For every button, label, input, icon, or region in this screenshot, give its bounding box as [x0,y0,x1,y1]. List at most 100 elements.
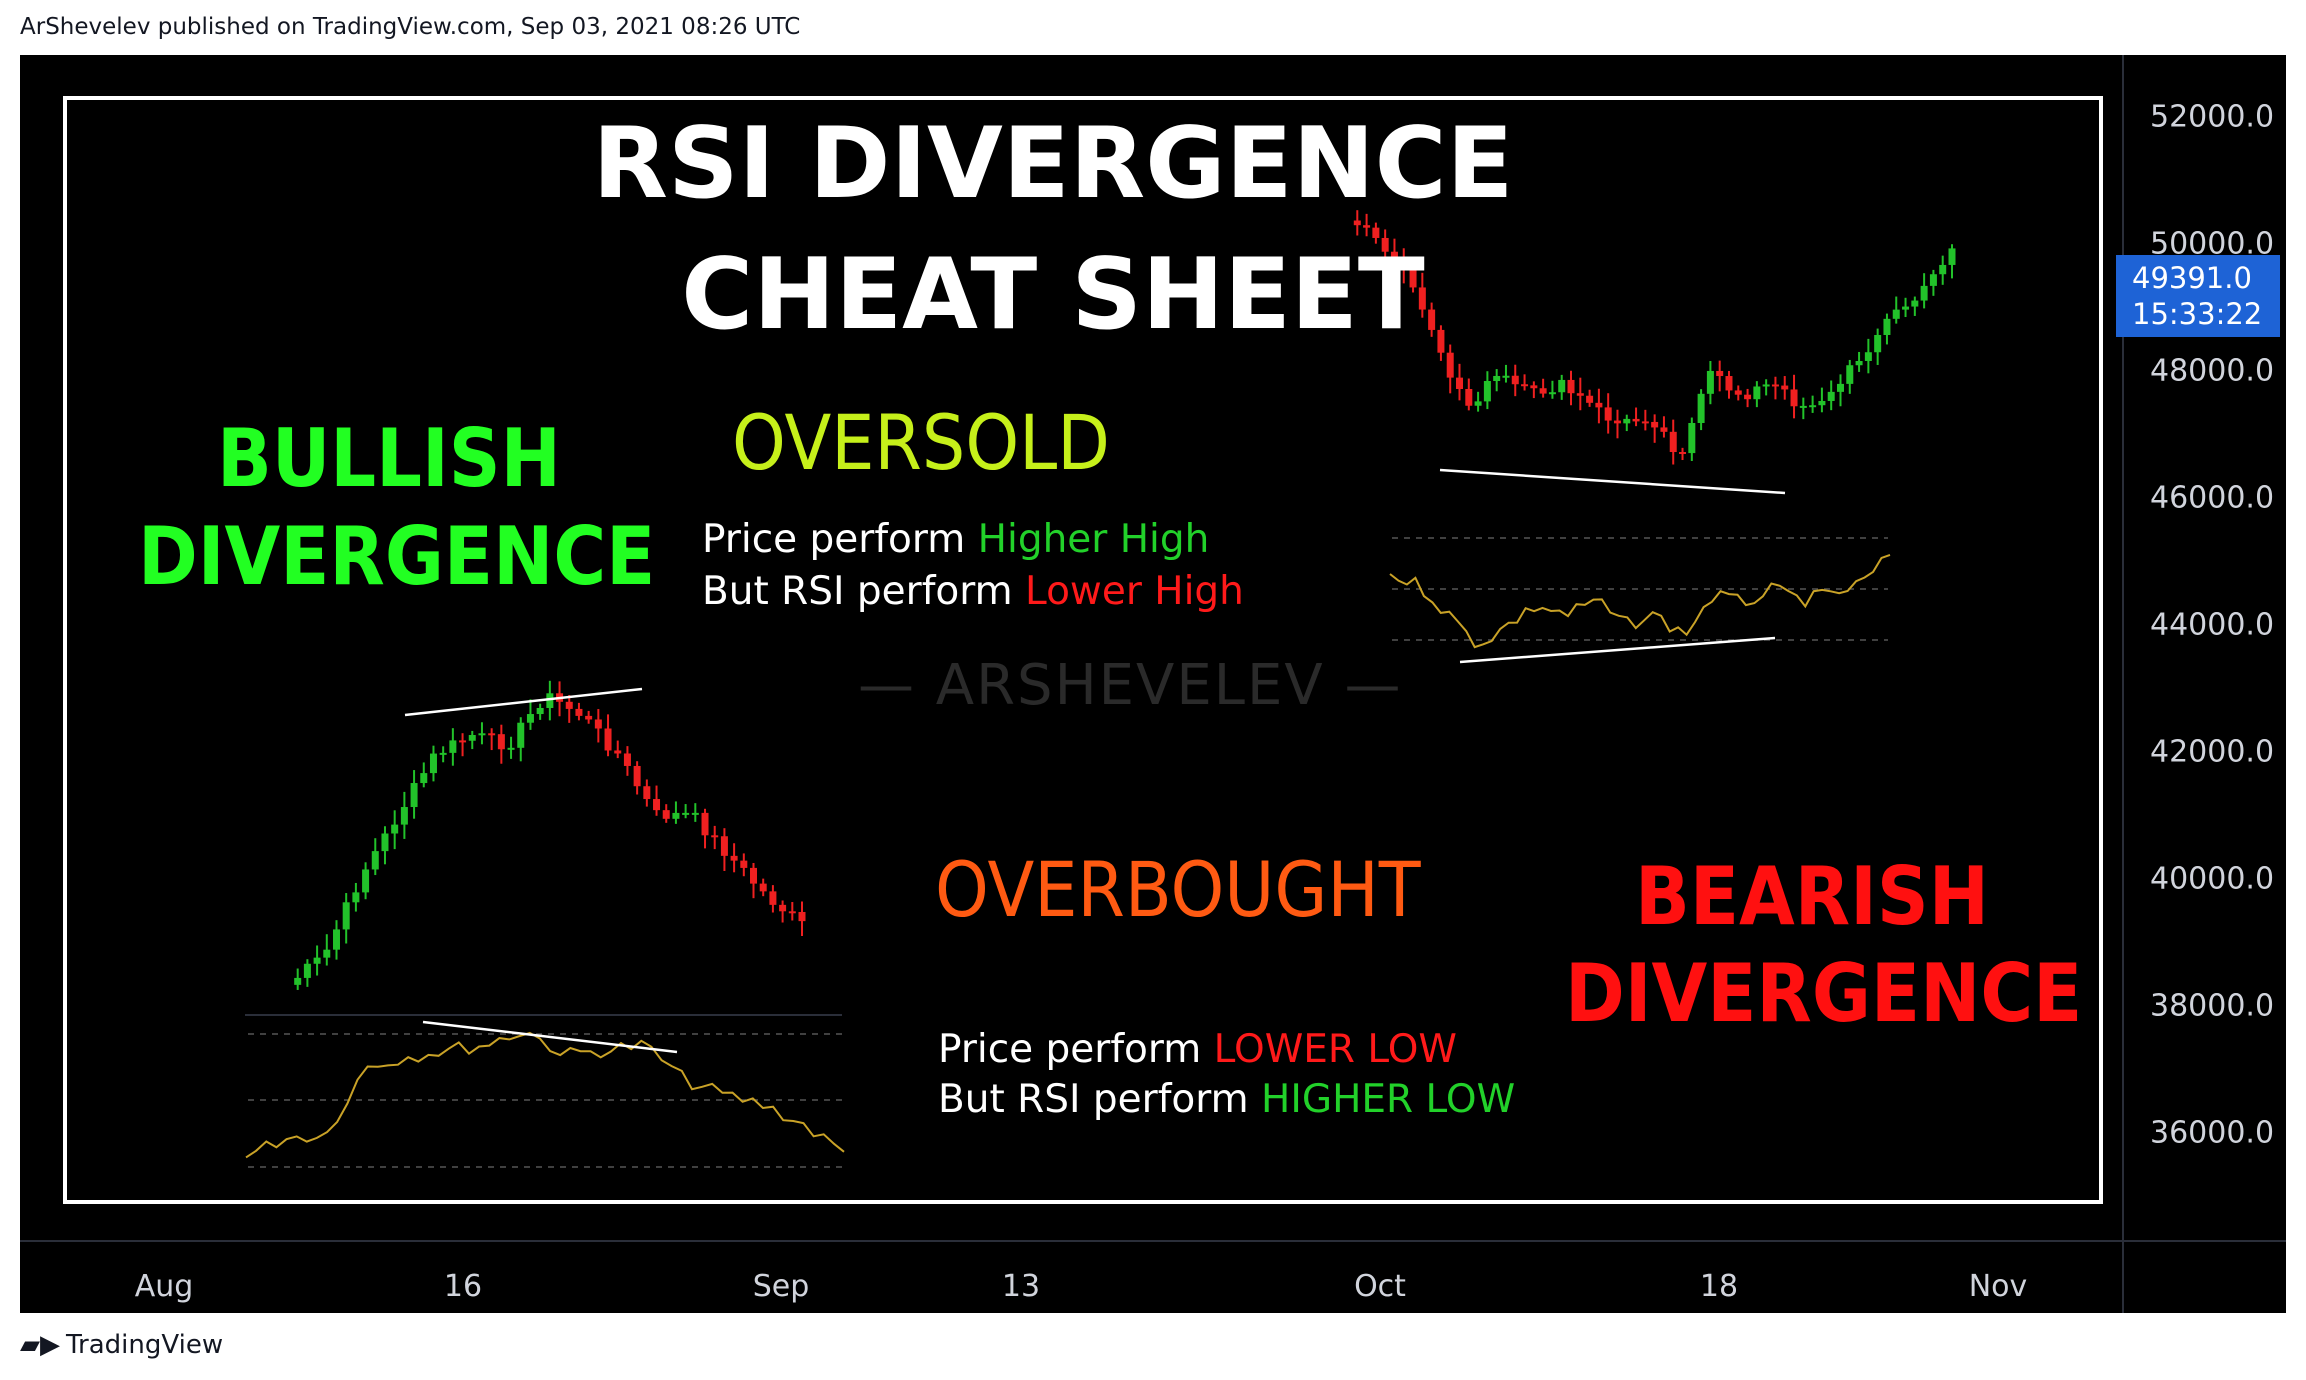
right-price-candle [1456,377,1464,390]
left-price-candle [342,902,350,930]
right-price-candle [1632,418,1640,422]
left-price-candle [517,722,525,748]
left-price-candle [711,835,719,838]
time-axis-label: 16 [443,1269,483,1304]
title-line-2: CHEAT SHEET [681,238,1425,352]
right-price-candle [1827,391,1835,401]
right-price-candle [1604,407,1612,421]
last-price-badge: 49391.0 15:33:22 [2116,255,2280,337]
right-price-candle [1902,306,1910,310]
time-axis-label: 13 [1001,1269,1041,1304]
right-price-candle [1753,386,1761,400]
left-price-candle [623,753,631,766]
price-axis-divider [2122,55,2124,1313]
right-price-candle [1521,384,1529,387]
left-price-candle [740,860,748,868]
right-price-candle [1679,452,1687,455]
right-price-candle [1706,370,1714,394]
tradingview-logo-icon: ▰▶ [20,1330,60,1360]
price-axis-label: 38000.0 [2150,988,2275,1024]
right-rsi-line [1389,553,1891,649]
time-axis-label: Oct [1354,1269,1406,1304]
right-price-candle [1428,309,1436,330]
time-axis-label: 18 [1699,1269,1739,1304]
right-price-candle [1948,248,1956,265]
left-price-trendline [404,687,643,717]
right-price-candle [1809,405,1817,408]
bullish-label-2: DIVERGENCE [138,510,656,603]
right-price-candle [1483,381,1491,402]
right-price-candle [1641,421,1649,424]
oversold-label: OVERSOLD [732,398,1110,487]
left-price-candle [720,836,728,856]
right-price-candle [1567,379,1575,394]
right-price-candle [1530,385,1538,389]
bar-countdown: 15:33:22 [2132,297,2263,331]
footer-brand[interactable]: ▰▶ TradingView [20,1330,224,1360]
left-price-candle [565,701,573,709]
left-price-candle [585,715,593,720]
left-price-candle [701,812,709,836]
left-price-candle [303,963,311,978]
right-price-candle [1864,352,1872,362]
right-price-candle [1762,384,1770,387]
right-price-candle [1595,402,1603,408]
bottom-text-line-2: But RSI perform HIGHER LOW [938,1077,1516,1122]
left-price-candle [313,957,321,964]
left-price-candle [769,891,777,905]
chart-plots [245,210,1956,1168]
right-price-candle [1446,352,1454,378]
right-price-candle [1613,420,1621,424]
price-axis-label: 46000.0 [2150,480,2275,516]
right-price-candle [1744,394,1752,400]
right-price-candle [1697,393,1705,424]
left-price-candle [459,740,467,743]
left-price-candle [779,904,787,912]
right-price-candle [1669,431,1677,453]
publish-info: ArShevelev published on TradingView.com,… [20,14,801,40]
time-axis-label: Aug [134,1269,194,1304]
left-price-candle [653,799,661,811]
price-axis-label: 44000.0 [2150,607,2275,643]
left-price-candle [507,747,515,750]
cheat-sheet-frame [63,96,2103,1204]
chart-canvas[interactable]: RSI DIVERGENCE CHEAT SHEET BULLISH DIVER… [20,55,2286,1313]
left-price-candle [449,740,457,753]
right-price-candle [1818,400,1826,406]
right-price-candle [1372,227,1380,238]
right-price-candle [1418,287,1426,310]
left-price-candle [526,714,534,723]
right-price-candle [1883,318,1891,335]
right-price-candle [1799,405,1807,408]
left-price-candle [750,867,758,884]
right-price-candle [1725,376,1733,391]
left-price-candle [381,833,389,852]
top-text-line-2: But RSI perform Lower High [702,569,1244,614]
time-axis-label: Nov [1968,1269,2028,1304]
price-axis-label: 40000.0 [2150,861,2275,897]
title-line-1: RSI DIVERGENCE [592,107,1514,221]
right-price-candle [1586,395,1594,403]
right-price-candle [1688,423,1696,454]
left-price-candle [497,734,505,750]
left-rsi-trendline [422,1020,678,1054]
right-price-candle [1511,375,1519,385]
right-price-candle [1548,392,1556,395]
right-price-candle [1771,384,1779,387]
left-price-candle [371,851,379,870]
left-price-candle [730,855,738,861]
right-price-candle [1576,393,1584,396]
overbought-label: OVERBOUGHT [935,845,1421,934]
right-price-candle [1465,389,1473,406]
right-price-candle [1381,237,1389,252]
last-price-value: 49391.0 [2132,261,2252,295]
left-price-candle [672,812,680,819]
left-price-candle [759,883,767,892]
right-price-candle [1846,365,1854,384]
right-price-candle [1437,329,1445,353]
left-price-candle [633,765,641,787]
right-price-candle [1660,427,1668,432]
right-price-candle [1400,257,1408,270]
time-axis-label: Sep [752,1269,810,1304]
right-price-candle [1502,375,1510,378]
